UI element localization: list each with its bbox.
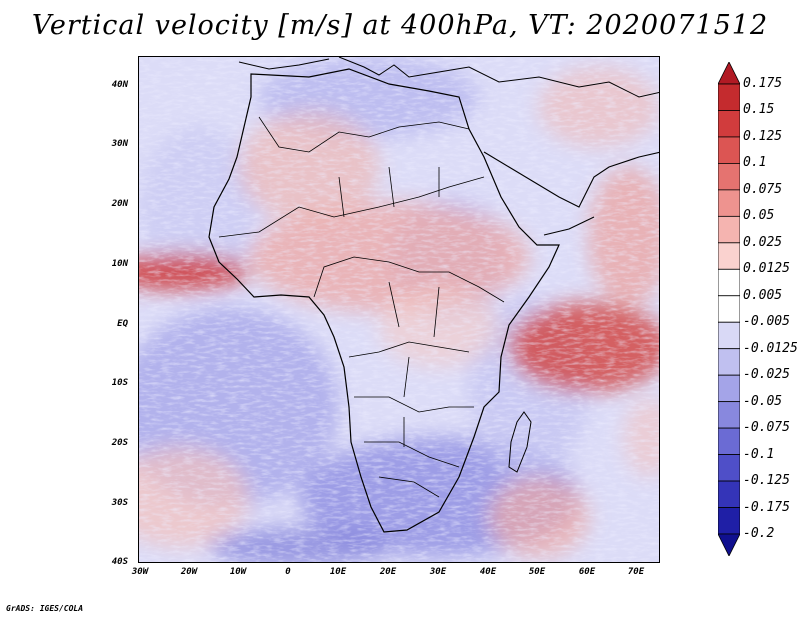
colorbar-tick-label: 0.075 bbox=[743, 181, 783, 197]
colorbar-tick-label: -0.175 bbox=[743, 499, 790, 515]
lon-label: 30W bbox=[131, 567, 149, 577]
colorbar-tick-label: 0.125 bbox=[743, 128, 783, 144]
colorbar-segment bbox=[718, 215, 740, 244]
vertical-velocity-field bbox=[139, 57, 659, 562]
country-borders bbox=[218, 116, 505, 498]
colorbar-tick-label: -0.1 bbox=[743, 446, 775, 462]
colorbar-tick-label: -0.075 bbox=[743, 420, 790, 436]
lat-label: EQ bbox=[117, 319, 128, 329]
madagascar-coastline bbox=[508, 411, 532, 473]
lat-label: 40N bbox=[111, 80, 128, 90]
map-title: Vertical velocity [m/s] at 400hPa, VT: 2… bbox=[31, 10, 769, 41]
colorbar-segment bbox=[718, 268, 740, 297]
map-plot bbox=[138, 56, 660, 563]
colorbar bbox=[718, 62, 740, 556]
colorbar-tick-label: -0.005 bbox=[743, 314, 790, 330]
colorbar-bottom-arrow bbox=[718, 533, 740, 556]
colorbar-segment bbox=[718, 110, 740, 138]
lat-label: 10S bbox=[111, 378, 128, 388]
colorbar-tick-label: -0.125 bbox=[743, 473, 790, 489]
europe-coastline bbox=[238, 57, 659, 98]
lat-label: 40S bbox=[111, 557, 128, 567]
lon-label: 60E bbox=[578, 567, 596, 577]
lon-label: 40E bbox=[479, 567, 497, 577]
colorbar-tick-label: -0.025 bbox=[743, 367, 790, 383]
colorbar-segment bbox=[718, 242, 740, 270]
colorbar-segment bbox=[718, 321, 740, 350]
colorbar-tick-label: 0.005 bbox=[743, 287, 783, 303]
colorbar-segment bbox=[718, 295, 740, 323]
colorbar-segment bbox=[718, 163, 740, 191]
lat-label: 30S bbox=[111, 498, 128, 508]
colorbar-top-arrow bbox=[718, 62, 740, 85]
lat-label: 20S bbox=[111, 438, 128, 448]
colorbar-segment bbox=[718, 507, 740, 535]
lon-label: 20E bbox=[379, 567, 397, 577]
colorbar-tick-label: -0.05 bbox=[743, 393, 783, 409]
lat-label: 10N bbox=[111, 259, 128, 269]
lon-label: 10W bbox=[229, 567, 247, 577]
lat-label: 30N bbox=[111, 139, 128, 149]
grads-credit: GrADS: IGES/COLA bbox=[6, 604, 84, 613]
lon-label: 30E bbox=[429, 567, 447, 577]
lon-label: 0 bbox=[285, 567, 291, 577]
colorbar-segment bbox=[718, 427, 740, 455]
africa-coastline bbox=[208, 68, 560, 533]
colorbar-tick-label: 0.025 bbox=[743, 234, 783, 250]
colorbar-tick-label: 0.15 bbox=[743, 102, 775, 118]
colorbar-tick-label: 0.175 bbox=[743, 76, 783, 91]
lon-label: 20W bbox=[180, 567, 198, 577]
colorbar-segment bbox=[718, 480, 740, 508]
arabia-coastline bbox=[483, 151, 659, 236]
colorbar-segment bbox=[718, 136, 740, 164]
colorbar-segment bbox=[718, 401, 740, 429]
lon-label: 50E bbox=[528, 567, 546, 577]
colorbar-segment bbox=[718, 374, 740, 403]
colorbar-segment bbox=[718, 189, 740, 217]
colorbar-tick-label: 0.05 bbox=[743, 208, 775, 224]
lon-label: 10E bbox=[329, 567, 347, 577]
colorbar-segment bbox=[718, 348, 740, 376]
lon-label: 70E bbox=[627, 567, 645, 577]
colorbar-tick-label: 0.0125 bbox=[743, 261, 790, 277]
field-texture bbox=[139, 57, 659, 562]
colorbar-tick-label: 0.1 bbox=[743, 155, 767, 171]
colorbar-tick-label: -0.0125 bbox=[743, 340, 798, 356]
colorbar-segment bbox=[718, 83, 740, 111]
colorbar-tick-label: -0.2 bbox=[743, 526, 775, 541]
colorbar-segment bbox=[718, 454, 740, 482]
lat-label: 20N bbox=[111, 199, 128, 209]
